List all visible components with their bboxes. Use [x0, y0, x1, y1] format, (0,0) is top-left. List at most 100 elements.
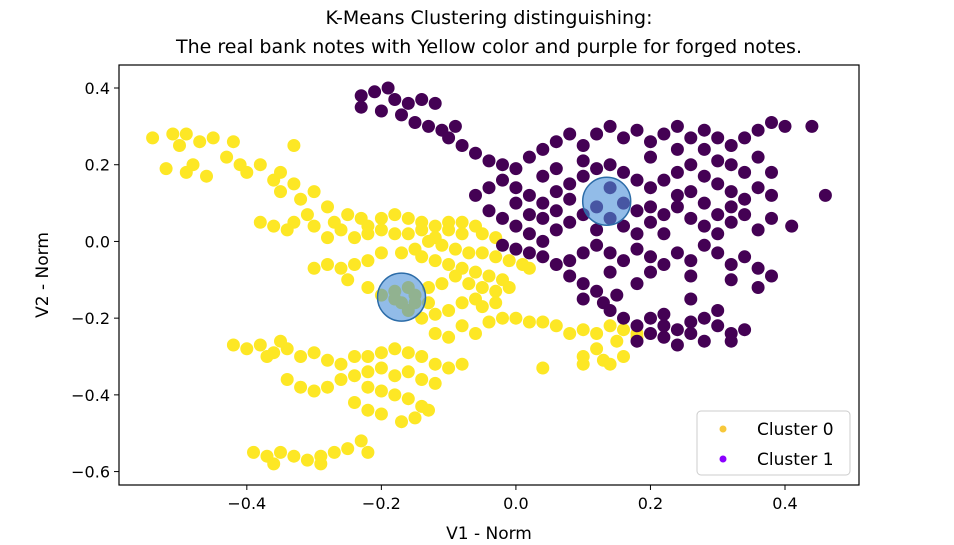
- data-point-cluster-1: [509, 242, 523, 256]
- data-point-cluster-0: [348, 258, 361, 271]
- data-point-cluster-1: [711, 177, 725, 191]
- data-point-cluster-0: [307, 384, 321, 398]
- x-tick-label: 0.2: [638, 494, 663, 513]
- data-point-cluster-0: [610, 334, 624, 348]
- data-point-cluster-0: [603, 319, 617, 333]
- data-point-cluster-1: [590, 162, 604, 176]
- data-point-cluster-1: [590, 127, 604, 141]
- data-point-cluster-0: [361, 227, 375, 241]
- data-point-cluster-0: [374, 246, 388, 260]
- data-point-cluster-0: [253, 338, 267, 352]
- data-point-cluster-1: [724, 158, 738, 172]
- data-point-cluster-0: [334, 373, 348, 386]
- data-point-cluster-0: [253, 215, 267, 229]
- data-point-cluster-1: [509, 181, 523, 195]
- data-point-cluster-1: [670, 323, 684, 337]
- x-tick-label: −0.4: [227, 494, 266, 513]
- data-point-cluster-0: [166, 127, 180, 141]
- data-point-cluster-0: [348, 369, 361, 383]
- data-point-cluster-0: [442, 223, 456, 237]
- data-point-cluster-1: [711, 227, 725, 241]
- y-tick-label: −0.2: [71, 309, 110, 328]
- data-point-cluster-1: [724, 215, 738, 229]
- data-point-cluster-0: [415, 373, 429, 386]
- data-point-cluster-0: [455, 296, 469, 310]
- data-point-cluster-1: [724, 139, 738, 152]
- data-point-cluster-1: [670, 338, 684, 352]
- data-point-cluster-1: [401, 96, 415, 110]
- data-point-cluster-0: [590, 327, 604, 340]
- data-point-cluster-0: [226, 338, 240, 352]
- data-point-cluster-1: [549, 185, 563, 199]
- data-point-cluster-1: [657, 173, 671, 187]
- data-point-cluster-0: [361, 445, 375, 459]
- data-point-cluster-0: [374, 407, 388, 421]
- data-point-cluster-0: [563, 327, 577, 340]
- data-point-cluster-1: [549, 223, 563, 237]
- data-point-cluster-1: [603, 246, 617, 260]
- data-point-cluster-0: [274, 445, 287, 459]
- data-point-cluster-1: [563, 254, 577, 268]
- data-point-cluster-0: [536, 315, 550, 329]
- data-point-cluster-0: [475, 246, 489, 260]
- data-point-cluster-1: [684, 254, 698, 268]
- data-point-cluster-1: [549, 135, 563, 149]
- y-axis-label: V2 - Norm: [33, 232, 53, 318]
- data-point-cluster-1: [536, 234, 550, 248]
- data-point-cluster-0: [374, 346, 388, 360]
- data-point-cluster-1: [374, 104, 388, 118]
- data-point-cluster-1: [590, 223, 604, 237]
- data-point-cluster-1: [496, 238, 509, 252]
- data-point-cluster-1: [785, 219, 799, 233]
- data-point-cluster-1: [630, 227, 644, 241]
- data-point-cluster-0: [247, 445, 260, 459]
- data-point-cluster-0: [341, 208, 355, 222]
- data-point-cluster-0: [455, 227, 469, 241]
- data-point-cluster-0: [193, 135, 207, 149]
- data-point-cluster-1: [630, 204, 644, 218]
- data-point-cluster-0: [220, 150, 234, 164]
- data-point-cluster-0: [462, 246, 476, 260]
- x-axis-ticks: −0.4 −0.2 0.0 0.2 0.4: [227, 485, 798, 513]
- data-point-cluster-1: [724, 273, 738, 287]
- data-point-cluster-1: [751, 150, 765, 164]
- data-point-cluster-0: [287, 177, 301, 191]
- y-tick-label: −0.4: [71, 386, 110, 405]
- data-point-cluster-1: [697, 169, 711, 183]
- data-point-cluster-0: [287, 449, 301, 463]
- data-point-cluster-1: [657, 258, 671, 271]
- data-point-cluster-1: [684, 292, 698, 306]
- data-point-cluster-1: [563, 192, 577, 206]
- data-point-cluster-1: [496, 173, 509, 187]
- data-point-cluster-0: [300, 453, 314, 467]
- data-point-cluster-1: [751, 181, 765, 195]
- data-point-cluster-1: [670, 165, 684, 179]
- data-point-cluster-0: [361, 380, 375, 394]
- data-point-cluster-1: [765, 116, 778, 129]
- data-point-cluster-0: [576, 323, 590, 337]
- data-point-cluster-1: [644, 150, 657, 164]
- data-point-cluster-1: [388, 93, 402, 106]
- data-point-cluster-1: [354, 100, 368, 114]
- data-point-cluster-1: [724, 185, 738, 199]
- data-point-cluster-1: [536, 250, 550, 264]
- data-point-cluster-1: [576, 246, 590, 260]
- data-point-cluster-0: [274, 185, 287, 199]
- data-point-cluster-1: [563, 127, 577, 141]
- y-axis-ticks: 0.4 0.2 0.0 −0.2 −0.4 −0.6: [71, 79, 119, 482]
- data-point-cluster-1: [617, 165, 630, 179]
- data-point-cluster-0: [294, 192, 308, 206]
- data-point-cluster-1: [617, 311, 630, 325]
- data-point-cluster-0: [300, 208, 314, 222]
- data-point-cluster-1: [738, 131, 752, 145]
- data-point-cluster-0: [159, 162, 173, 176]
- data-point-cluster-1: [738, 208, 752, 222]
- data-point-cluster-1: [509, 162, 523, 176]
- data-point-cluster-1: [670, 246, 684, 260]
- data-point-cluster-1: [778, 119, 792, 133]
- data-point-cluster-0: [280, 223, 294, 237]
- data-point-cluster-0: [401, 227, 415, 241]
- data-point-cluster-1: [711, 304, 725, 317]
- data-point-cluster-0: [267, 457, 281, 471]
- legend-marker-cluster-1: [719, 455, 727, 463]
